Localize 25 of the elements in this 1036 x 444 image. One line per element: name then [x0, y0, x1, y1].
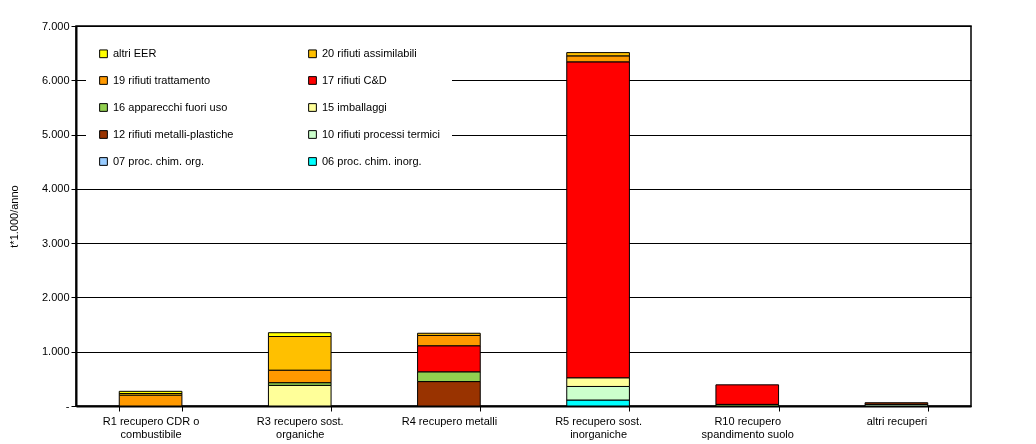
y-tick-label: 2.000 [41, 290, 70, 303]
x-tick-label: R3 recupero sost. organiche [256, 414, 344, 440]
legend-label: altri EER [113, 46, 157, 59]
y-tick-label: 6.000 [41, 73, 70, 86]
legend-label: 16 apparecchi fuori uso [113, 100, 228, 113]
y-axis-title: t*1.000/anno [7, 185, 20, 248]
legend-label: 06 proc. chim. inorg. [322, 154, 422, 167]
legend-label: 12 rifiuti metalli-plastiche [113, 127, 234, 140]
legend-label: 15 imballaggi [322, 100, 387, 113]
legend-label: 19 rifiuti trattamento [113, 73, 211, 86]
legend-label: 20 rifiuti assimilabili [322, 46, 417, 59]
x-tick-label: altri recuperi [866, 414, 928, 427]
legend-label: 10 rifiuti processi termici [322, 127, 440, 140]
y-tick-label: 7.000 [41, 19, 70, 32]
y-tick-label: - [65, 399, 70, 412]
legend-label: 07 proc. chim. org. [113, 154, 205, 167]
legend-label: 17 rifiuti C&D [322, 73, 387, 86]
x-tick-label: R10 recupero spandimento suolo [701, 414, 794, 440]
y-tick-label: 3.000 [41, 236, 70, 249]
x-tick-label: R1 recupero CDR o combustibile [102, 414, 200, 440]
y-tick-label: 4.000 [41, 182, 70, 195]
x-tick-label: R4 recupero metalli [401, 414, 498, 427]
x-tick-label: R5 recupero sost. inorganiche [555, 414, 642, 440]
y-tick-label: 1.000 [41, 345, 70, 358]
y-tick-label: 5.000 [41, 128, 70, 141]
